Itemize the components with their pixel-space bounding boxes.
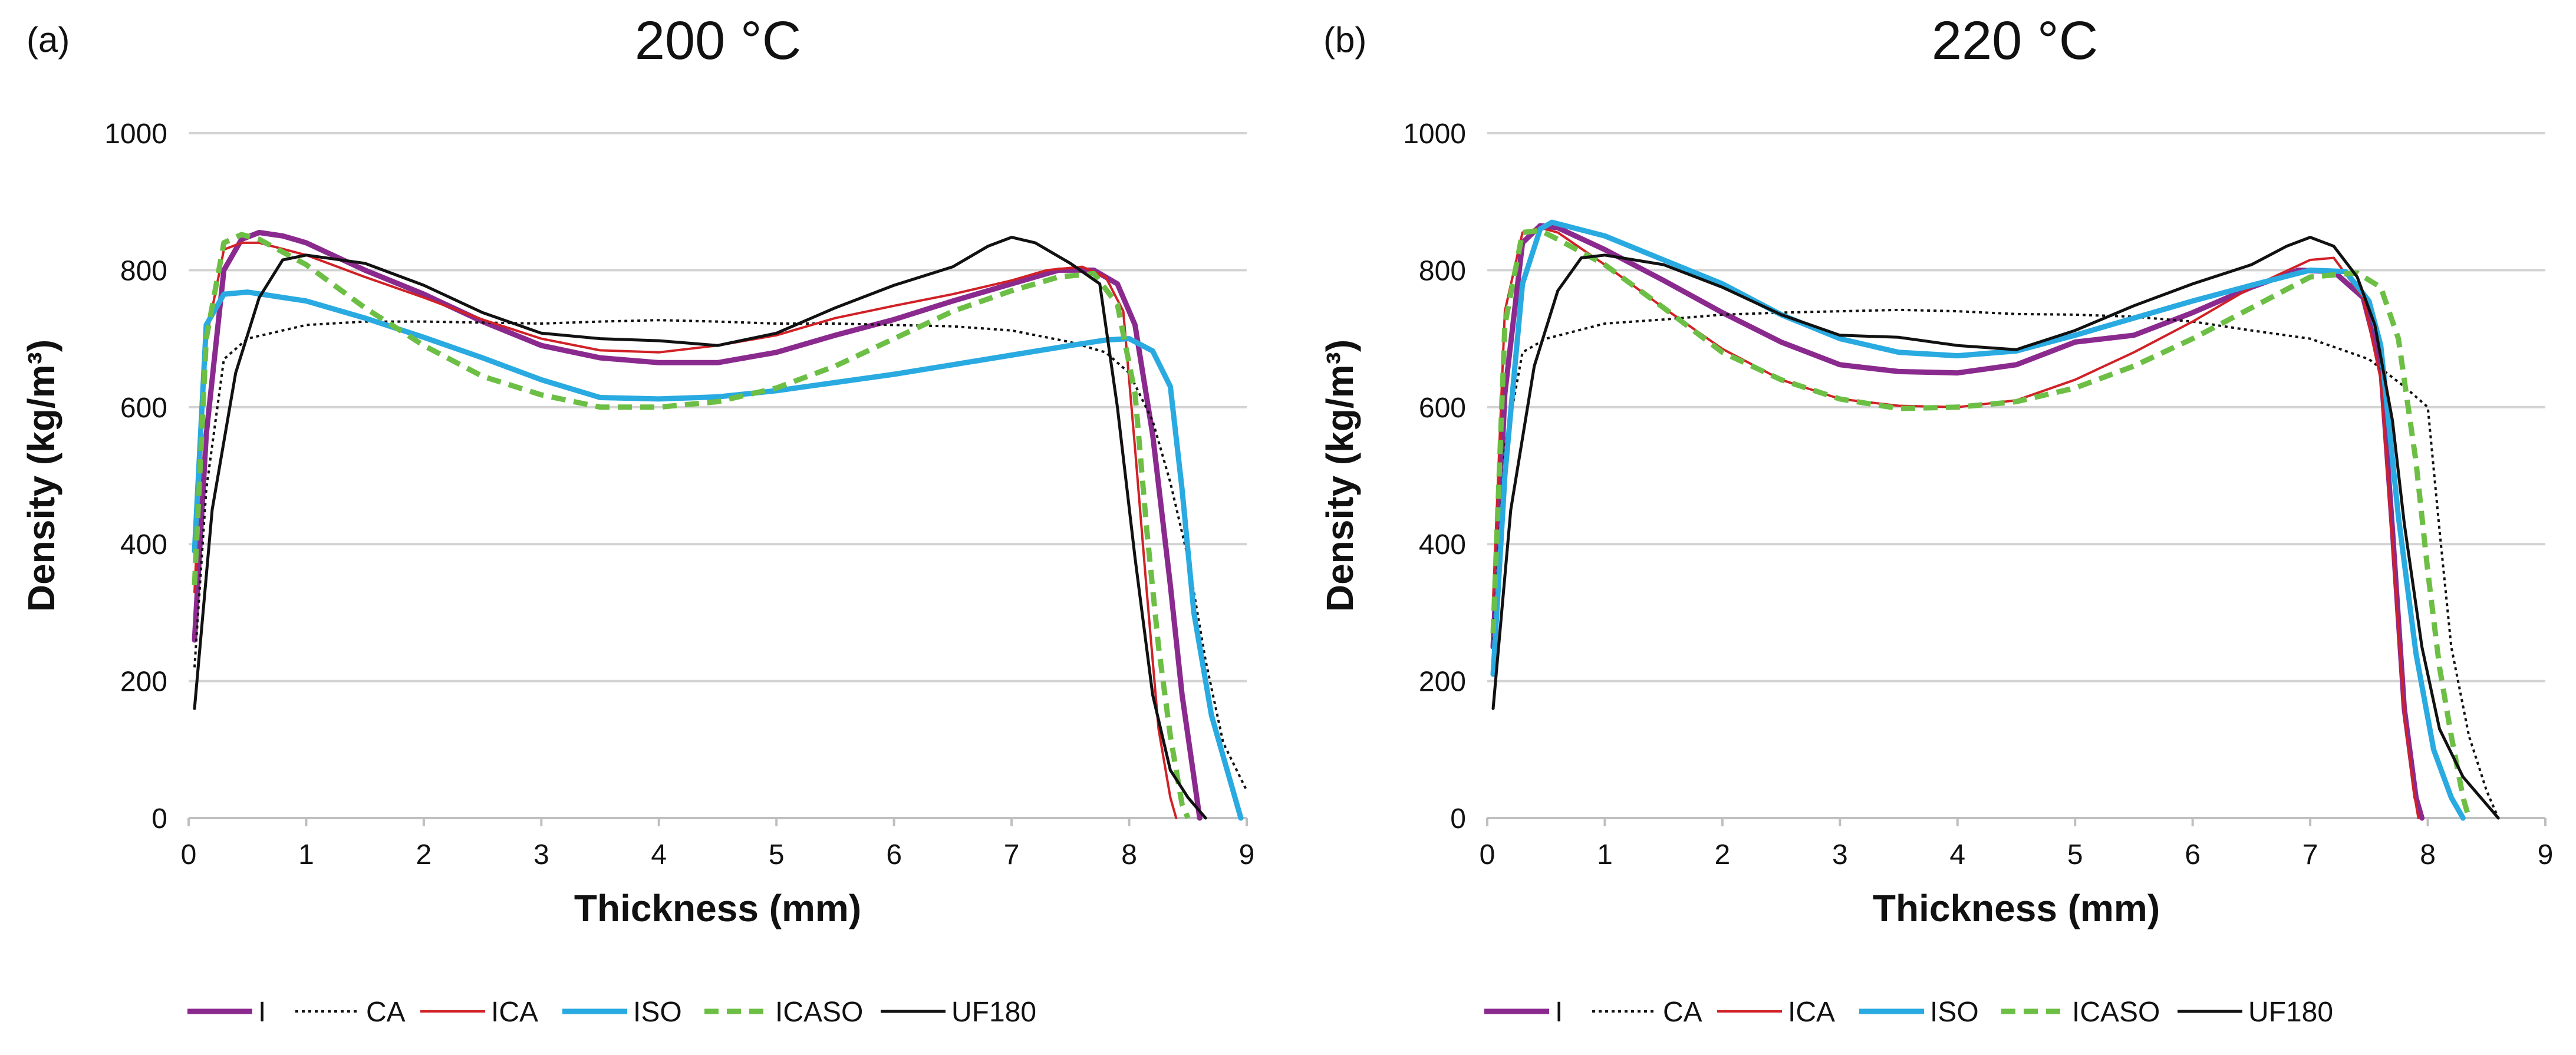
series-line-uf180 <box>193 236 1207 820</box>
y-tick-label: 0 <box>151 803 167 835</box>
x-tick-label: 3 <box>533 839 549 871</box>
x-tick-label: 9 <box>1239 839 1255 871</box>
x-tick-label: 7 <box>2302 839 2318 871</box>
series-line-ca <box>1492 308 2500 819</box>
x-tick-label: 8 <box>1121 839 1137 871</box>
x-tick-label: 3 <box>1832 839 1848 871</box>
y-tick-label: 0 <box>1450 803 1466 835</box>
legend-label: ICA <box>491 997 538 1028</box>
legend-label: ICA <box>1788 997 1835 1028</box>
legend-label: I <box>258 997 266 1028</box>
x-tick-label: 9 <box>2538 839 2554 871</box>
series-line-ica <box>193 241 1178 819</box>
x-tick-label: 1 <box>1597 839 1613 871</box>
x-tick-label: 8 <box>2420 839 2436 871</box>
legend-label: UF180 <box>951 997 1036 1028</box>
x-tick-label: 5 <box>2067 839 2083 871</box>
series-line-iso <box>1490 219 2466 821</box>
series-line-ica <box>1492 226 2420 819</box>
legend-label: UF180 <box>2248 997 2333 1028</box>
series-line-icaso <box>192 232 1191 819</box>
x-tick-label: 1 <box>298 839 314 871</box>
x-tick-label: 4 <box>651 839 667 871</box>
legend-label: ISO <box>633 997 682 1028</box>
x-tick-label: 4 <box>1949 839 1965 871</box>
legend-label: CA <box>1663 997 1702 1028</box>
x-tick-label: 0 <box>181 839 197 871</box>
x-tick-label: 6 <box>2185 839 2201 871</box>
x-tick-label: 0 <box>1480 839 1495 871</box>
legend-label: ICASO <box>775 997 863 1028</box>
y-tick-label: 600 <box>1419 393 1466 424</box>
y-axis-label: Density (kg/m³) <box>1319 339 1361 612</box>
x-tick-label: 5 <box>769 839 785 871</box>
x-tick-label: 2 <box>1715 839 1731 871</box>
x-tick-label: 2 <box>416 839 432 871</box>
series-line-icaso <box>1490 228 2472 819</box>
y-tick-label: 600 <box>120 393 167 424</box>
y-tick-label: 800 <box>1419 255 1466 286</box>
legend-label: ICASO <box>2072 997 2160 1028</box>
series-line-uf180 <box>1491 236 2500 820</box>
series-line-i <box>192 230 1203 821</box>
chart-title: 200 °C <box>635 11 801 71</box>
legend-label: ISO <box>1930 997 1979 1028</box>
series-line-iso <box>192 289 1244 821</box>
y-tick-label: 400 <box>1419 529 1466 561</box>
chart-title: 220 °C <box>1932 11 2098 71</box>
y-tick-label: 200 <box>120 667 167 698</box>
y-tick-label: 1000 <box>1403 118 1466 150</box>
series-line-i <box>1490 223 2425 821</box>
x-axis-label: Thickness (mm) <box>574 887 861 929</box>
legend-label: I <box>1555 997 1563 1028</box>
series-line-ca <box>193 319 1248 792</box>
panel-label: (b) <box>1323 20 1366 60</box>
y-tick-label: 200 <box>1419 667 1466 698</box>
y-tick-label: 800 <box>120 255 167 286</box>
x-tick-label: 7 <box>1004 839 1020 871</box>
x-tick-label: 6 <box>886 839 902 871</box>
panel-label: (a) <box>27 20 70 60</box>
x-axis-label: Thickness (mm) <box>1873 887 2160 929</box>
legend-label: CA <box>366 997 406 1028</box>
y-axis-label: Density (kg/m³) <box>20 339 62 612</box>
y-tick-label: 1000 <box>104 118 167 150</box>
y-tick-label: 400 <box>120 529 167 561</box>
